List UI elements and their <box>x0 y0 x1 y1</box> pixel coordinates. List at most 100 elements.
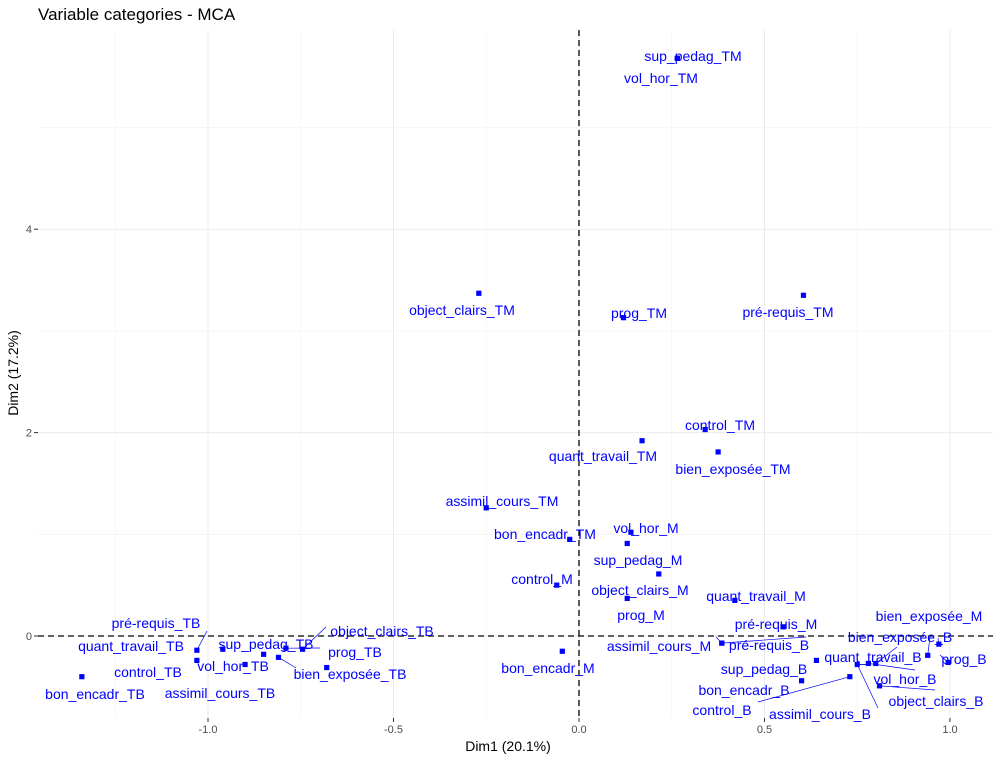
point-vol_hor_TB <box>261 651 267 657</box>
point-label: bon_encadr_TM <box>494 526 596 542</box>
point-label: control_M <box>511 571 572 587</box>
point-bien_exposée_TB <box>275 654 282 660</box>
point-assimil_cours_TB <box>324 664 330 671</box>
point-label: bon_encadr_TB <box>45 686 145 702</box>
point-label: bien_exposée_M <box>876 608 983 624</box>
point-bien_exposée_M <box>936 641 942 647</box>
point-label: quant_travail_TB <box>78 638 184 654</box>
point-prog_B <box>945 659 951 666</box>
label-leader-line <box>875 646 898 664</box>
point-label: assimil_cours_TM <box>446 493 559 509</box>
point-label: object_clairs_TB <box>330 623 434 639</box>
axes: -1.0 -0.5 0.0 0.5 1.0 0 2 4 <box>26 224 958 736</box>
chart-title: Variable categories - MCA <box>38 5 236 24</box>
label-leader-line <box>856 664 879 709</box>
point-label: vol_hor_TM <box>624 70 698 86</box>
point-label: pré-requis_TM <box>742 304 833 320</box>
y-tick-label: 2 <box>26 428 32 440</box>
point-vol_hor_B <box>865 660 871 667</box>
point-pré-requis_TB <box>194 647 200 653</box>
point-label: prog_TM <box>611 305 667 321</box>
point-label: bien_exposée_B <box>848 629 952 645</box>
label-leader-line <box>927 636 931 656</box>
point-label: quant_travail_M <box>706 588 806 604</box>
point-quant_travail_M <box>732 597 738 604</box>
point-label: prog_TB <box>328 644 382 660</box>
point-quant_travail_TM <box>639 438 645 444</box>
point-pré-requis_B <box>719 640 725 646</box>
reference-lines <box>38 30 993 718</box>
point-object_clairs_B <box>876 683 883 689</box>
x-tick-label: -0.5 <box>384 724 403 736</box>
point-label: vol_hor_B <box>873 671 936 687</box>
point-prog_TB <box>283 645 289 651</box>
point-label: assimil_cours_M <box>607 638 711 654</box>
point-label: assimil_cours_B <box>769 706 871 722</box>
point-label: object_clairs_TM <box>409 302 515 318</box>
point-pré-requis_M <box>780 624 786 630</box>
point-quant_travail_B <box>873 660 879 667</box>
x-tick-label: -1.0 <box>199 724 218 736</box>
point-label: control_TB <box>114 664 182 680</box>
point-label: sup_pedag_B <box>721 661 807 677</box>
point-prog_M <box>624 595 630 601</box>
point-object_clairs_M <box>656 571 662 577</box>
point-sup_pedag_TB <box>220 646 226 652</box>
label-leader-line <box>302 626 327 650</box>
label-leader-line <box>196 630 208 651</box>
point-label: vol_hor_TB <box>197 658 269 674</box>
label-leader-line <box>879 685 936 691</box>
point-bien_exposée_TM <box>715 449 721 455</box>
point-label: bon_encadr_B <box>698 682 789 698</box>
point-label: sup_pedag_TB <box>219 636 314 652</box>
point-pré-requis_TM <box>800 292 807 298</box>
point-control_B <box>847 674 853 680</box>
point-label: object_clairs_B <box>889 693 984 709</box>
y-tick-label: 0 <box>26 631 32 643</box>
point-sup_pedag_M <box>624 540 630 547</box>
point-label: vol_hor_M <box>613 520 678 536</box>
point-control_M <box>554 582 560 588</box>
point-label: pré-requis_M <box>735 616 817 632</box>
point-object_clairs_TB <box>300 646 306 652</box>
point-bon_encadr_TB <box>79 674 85 680</box>
point-label: control_TM <box>685 417 755 433</box>
point-assimil_cours_B <box>854 661 860 668</box>
x-tick-label: 0.5 <box>757 724 772 736</box>
point-label: sup_pedag_M <box>594 552 683 568</box>
point-label: pré-requis_B <box>729 637 809 653</box>
label-leader-line <box>721 636 807 644</box>
x-tick-label: 1.0 <box>942 724 957 736</box>
point-label: quant_travail_TM <box>549 448 657 464</box>
point-prog_TM <box>620 315 627 321</box>
point-vol_hor_TM <box>674 55 680 61</box>
point-bon_encadr_TM <box>567 536 573 542</box>
point-assimil_cours_TM <box>483 505 489 511</box>
x-axis-title: Dim1 (20.1%) <box>465 738 551 754</box>
point-label: pré-requis_TB <box>112 615 201 631</box>
point-label: control_B <box>692 702 751 718</box>
point-control_TB <box>242 661 248 668</box>
point-quant_travail_TB <box>194 657 200 664</box>
points <box>79 55 951 689</box>
point-label: bien_exposée_TM <box>675 461 790 477</box>
point-label: sup_pedag_TM <box>644 48 741 64</box>
point-label: bien_exposée_TB <box>294 666 407 682</box>
point-bien_exposée_B <box>925 652 931 658</box>
label-leader-line <box>278 657 297 669</box>
x-tick-label: 0.0 <box>571 724 586 736</box>
y-axis-title: Dim2 (17.2%) <box>5 330 21 416</box>
label-leader-line <box>757 676 850 703</box>
point-label: object_clairs_M <box>591 582 688 598</box>
point-label: prog_B <box>941 651 986 667</box>
y-tick-label: 4 <box>26 224 32 236</box>
point-object_clairs_TM <box>476 290 482 296</box>
point-label: quant_travail_B <box>824 649 921 665</box>
point-bon_encadr_B <box>799 678 805 684</box>
point-control_TM <box>702 426 708 433</box>
point-sup_pedag_B <box>813 657 820 664</box>
point-label: prog_M <box>617 607 664 623</box>
